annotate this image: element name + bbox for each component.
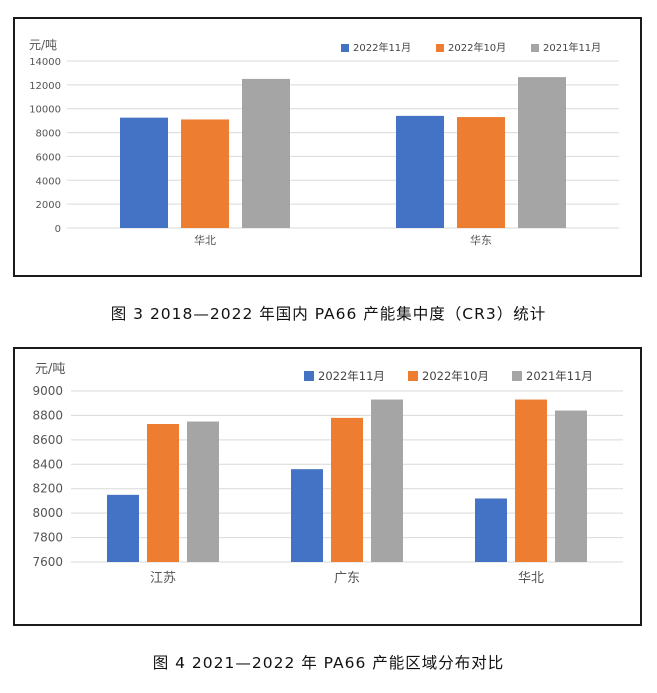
y-tick-label: 9000 [32, 384, 63, 398]
legend-swatch [304, 371, 314, 381]
chart-2: 7600 7800 8000 8200 8400 8600 8800 9000 元/吨江苏 广东 华… [32, 362, 623, 586]
legend-label: 2021年11月 [543, 41, 601, 54]
bar [187, 421, 219, 562]
legend-label: 2022年11月 [318, 369, 385, 383]
y-tick-label: 7600 [32, 555, 63, 569]
y-tick-label: 2000 [36, 200, 61, 211]
y-tick-label: 8200 [32, 482, 63, 496]
bar [518, 77, 566, 228]
legend-swatch [436, 44, 444, 52]
bar [291, 469, 323, 562]
figure-3-caption: 图 3 2018—2022 年国内 PA66 产能集中度（CR3）统计 [110, 305, 547, 323]
chart-1: 0 2000 4000 6000 8000 10000 12000 14000 元/吨华北 华东 2… [29, 38, 619, 247]
y-tick-label: 0 [55, 224, 61, 235]
y-tick-label: 10000 [29, 105, 61, 116]
legend-label: 2022年10月 [448, 41, 506, 54]
legend-label: 2022年11月 [353, 41, 411, 54]
y-tick-label: 7800 [32, 531, 63, 545]
bar [555, 410, 587, 562]
y-tick-label: 6000 [36, 152, 61, 163]
bar [457, 117, 505, 228]
legend-swatch [408, 371, 418, 381]
y-tick-label: 8800 [32, 408, 63, 422]
bar [242, 78, 290, 228]
bar [515, 399, 547, 562]
y-tick-label: 8000 [32, 506, 63, 520]
legend-swatch [512, 371, 522, 381]
bar [371, 399, 403, 562]
bar [107, 494, 139, 562]
x-category-label: 江苏 [150, 570, 176, 586]
bar [120, 117, 168, 228]
y-tick-label: 8400 [32, 457, 63, 471]
bar [396, 115, 444, 228]
y-axis-label: 元/吨 [29, 38, 57, 52]
y-axis-label: 元/吨 [35, 362, 65, 377]
legend-swatch [531, 44, 539, 52]
legend-swatch [341, 44, 349, 52]
x-category-label: 华北 [194, 233, 216, 247]
y-tick-label: 4000 [36, 176, 61, 187]
bar [475, 498, 507, 562]
legend-label: 2021年11月 [526, 369, 593, 383]
x-category-label: 华东 [470, 233, 492, 247]
figure-4-caption: 图 4 2021—2022 年 PA66 产能区域分布对比 [152, 654, 505, 672]
bar [147, 423, 179, 562]
legend-label: 2022年10月 [422, 369, 489, 383]
y-tick-label: 14000 [29, 57, 61, 68]
chart-1-frame: 0 2000 4000 6000 8000 10000 12000 14000 元/吨华北 华东 2… [13, 17, 642, 277]
bar [331, 417, 363, 562]
bar [181, 119, 229, 228]
x-category-label: 华北 [518, 571, 544, 586]
y-tick-label: 12000 [29, 81, 61, 92]
y-tick-label: 8000 [36, 129, 61, 140]
x-category-label: 广东 [334, 571, 360, 586]
y-tick-label: 8600 [32, 433, 63, 447]
chart-2-frame: 7600 7800 8000 8200 8400 8600 8800 9000 元/吨江苏 广东 华… [13, 347, 642, 626]
